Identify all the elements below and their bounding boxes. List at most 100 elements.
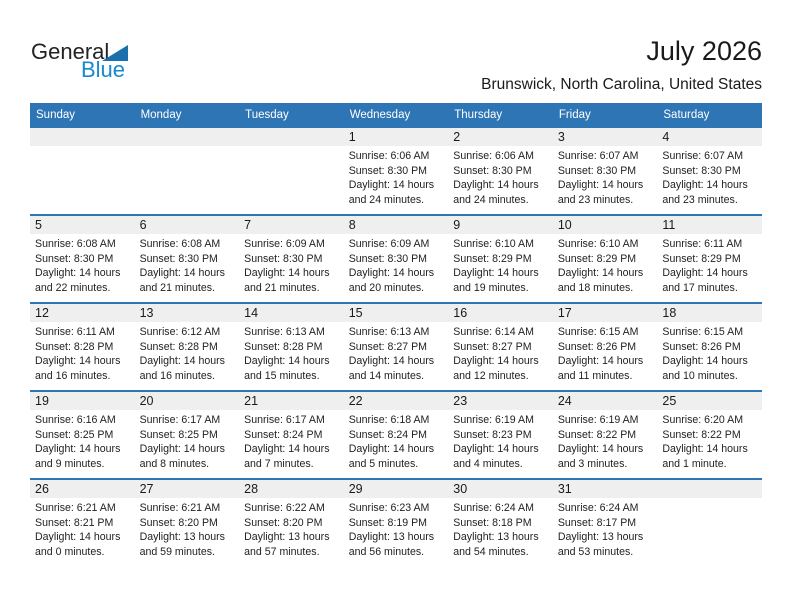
daylight-line: Daylight: 14 hours and 23 minutes. — [662, 179, 748, 206]
day-cell: Sunrise: 6:08 AM Sunset: 8:30 PM Daylight:… — [30, 234, 135, 295]
day-number: 25 — [662, 394, 677, 408]
sunset-line: Sunset: 8:25 PM — [35, 428, 114, 441]
sunrise-line: Sunrise: 6:08 AM — [139, 238, 221, 250]
sunset-line: Sunset: 8:30 PM — [35, 252, 114, 265]
sunset-line: Sunset: 8:19 PM — [348, 516, 428, 529]
sunset-line: Sunset: 8:26 PM — [557, 340, 637, 353]
daylight-line: Daylight: 14 hours and 16 minutes. — [35, 355, 121, 382]
sunset-line: Sunset: 8:30 PM — [244, 252, 323, 265]
weekday-label: Wednesday — [349, 108, 411, 121]
sunrise-line: Sunrise: 6:20 AM — [662, 414, 744, 426]
weekday-label: Monday — [140, 108, 182, 121]
daylight-line: Daylight: 14 hours and 9 minutes. — [35, 443, 121, 470]
sunrise-line: Sunrise: 6:08 AM — [35, 238, 116, 250]
daylight-line: Daylight: 14 hours and 21 minutes. — [244, 267, 330, 294]
day-number — [30, 128, 135, 146]
daylight-line: Daylight: 14 hours and 1 minute. — [662, 443, 748, 470]
day-cell: Sunrise: 6:24 AM Sunset: 8:18 PM Daylight:… — [448, 498, 553, 559]
day-cell: Sunrise: 6:16 AM Sunset: 8:25 PM Daylight:… — [30, 410, 135, 471]
day-number: 23 — [453, 394, 468, 408]
daylight-line: Daylight: 14 hours and 18 minutes. — [557, 267, 644, 294]
sunset-line: Sunset: 8:30 PM — [139, 252, 218, 265]
week-row: 26 27 28 29 30 31 Sunrise: 6:21 AM Sunset: 8:21… — [30, 478, 762, 566]
sunrise-line: Sunrise: 6:10 AM — [557, 238, 639, 250]
daylight-line: Daylight: 13 hours and 59 minutes. — [139, 531, 225, 558]
sunset-line: Sunset: 8:20 PM — [244, 516, 323, 529]
day-cell: Sunrise: 6:14 AM Sunset: 8:27 PM Daylight:… — [448, 322, 553, 383]
day-number: 16 — [453, 306, 468, 320]
day-cell: Sunrise: 6:15 AM Sunset: 8:26 PM Daylight:… — [553, 322, 658, 383]
day-number: 27 — [139, 482, 154, 496]
sunrise-line: Sunrise: 6:06 AM — [453, 150, 534, 162]
sunrise-line: Sunrise: 6:21 AM — [35, 502, 116, 514]
day-number: 9 — [453, 218, 461, 232]
day-number: 1 — [348, 130, 356, 144]
weekday-label: Saturday — [663, 108, 710, 121]
sunset-line: Sunset: 8:28 PM — [35, 340, 114, 353]
sunset-line: Sunset: 8:24 PM — [244, 428, 323, 441]
sunrise-line: Sunrise: 6:17 AM — [139, 414, 221, 426]
day-number: 28 — [244, 482, 259, 496]
sunrise-line: Sunrise: 6:11 AM — [35, 326, 115, 338]
day-number: 15 — [348, 306, 363, 320]
day-number: 30 — [453, 482, 468, 496]
general-blue-logo: General Blue — [31, 41, 141, 82]
weekday-row: Sunday Monday Tuesday Wednesday Thursday Frid… — [30, 103, 762, 126]
day-number: 7 — [244, 218, 252, 232]
sunset-line: Sunset: 8:28 PM — [139, 340, 218, 353]
day-cell: Sunrise: 6:23 AM Sunset: 8:19 PM Daylight:… — [344, 498, 449, 559]
sunset-line: Sunset: 8:27 PM — [348, 340, 428, 353]
sunset-line: Sunset: 8:23 PM — [453, 428, 532, 441]
day-number: 10 — [557, 218, 572, 232]
daylight-line: Daylight: 14 hours and 22 minutes. — [35, 267, 121, 294]
sunset-line: Sunset: 8:18 PM — [453, 516, 532, 529]
sunset-line: Sunset: 8:30 PM — [348, 164, 428, 177]
day-cell: Sunrise: 6:18 AM Sunset: 8:24 PM Daylight:… — [344, 410, 449, 471]
day-cell: Sunrise: 6:10 AM Sunset: 8:29 PM Daylight:… — [553, 234, 658, 295]
daylight-line: Daylight: 13 hours and 53 minutes. — [557, 531, 644, 558]
day-number: 24 — [557, 394, 572, 408]
sunrise-line: Sunrise: 6:10 AM — [453, 238, 534, 250]
week-row: 5 6 7 8 9 10 11 Sunrise: 6:08 AM Sunset: 8:30 PM… — [30, 214, 762, 302]
day-number: 3 — [557, 130, 565, 144]
daylight-line: Daylight: 14 hours and 14 minutes. — [348, 355, 435, 382]
logo-text-blue: Blue — [81, 57, 126, 82]
page-title: July 2026 — [646, 36, 762, 66]
day-number: 6 — [139, 218, 147, 232]
day-number: 4 — [662, 130, 670, 144]
day-number: 11 — [662, 218, 676, 232]
day-cell: Sunrise: 6:19 AM Sunset: 8:22 PM Daylight:… — [553, 410, 658, 471]
sunset-line: Sunset: 8:25 PM — [139, 428, 218, 441]
daylight-line: Daylight: 14 hours and 21 minutes. — [139, 267, 225, 294]
sunrise-line: Sunrise: 6:15 AM — [557, 326, 639, 338]
day-number: 21 — [244, 394, 259, 408]
day-number: 26 — [35, 482, 49, 496]
daylight-line: Daylight: 14 hours and 5 minutes. — [348, 443, 435, 470]
daylight-line: Daylight: 14 hours and 24 minutes. — [453, 179, 539, 206]
daylight-line: Daylight: 14 hours and 16 minutes. — [139, 355, 225, 382]
day-cell: Sunrise: 6:17 AM Sunset: 8:24 PM Daylight:… — [239, 410, 344, 471]
sunrise-line: Sunrise: 6:13 AM — [348, 326, 430, 338]
day-number: 19 — [35, 394, 49, 408]
daylight-line: Daylight: 14 hours and 8 minutes. — [139, 443, 225, 470]
sunset-line: Sunset: 8:24 PM — [348, 428, 428, 441]
sunset-line: Sunset: 8:30 PM — [348, 252, 428, 265]
sunrise-line: Sunrise: 6:22 AM — [244, 502, 325, 514]
day-number: 12 — [35, 306, 49, 320]
day-number: 8 — [348, 218, 356, 232]
day-cell — [239, 146, 344, 207]
sunrise-line: Sunrise: 6:14 AM — [453, 326, 534, 338]
daylight-line: Daylight: 14 hours and 7 minutes. — [244, 443, 330, 470]
sunset-line: Sunset: 8:20 PM — [139, 516, 218, 529]
daylight-line: Daylight: 14 hours and 4 minutes. — [453, 443, 539, 470]
sunset-line: Sunset: 8:22 PM — [557, 428, 637, 441]
day-details-row: Sunrise: 6:06 AM Sunset: 8:30 PM Daylight:… — [30, 146, 762, 207]
day-cell: Sunrise: 6:06 AM Sunset: 8:30 PM Daylight:… — [344, 146, 449, 207]
sunrise-line: Sunrise: 6:24 AM — [557, 502, 639, 514]
sunrise-line: Sunrise: 6:15 AM — [662, 326, 744, 338]
sunrise-line: Sunrise: 6:07 AM — [557, 150, 639, 162]
day-cell: Sunrise: 6:19 AM Sunset: 8:23 PM Daylight:… — [448, 410, 553, 471]
day-cell: Sunrise: 6:09 AM Sunset: 8:30 PM Daylight:… — [344, 234, 449, 295]
week-row: 19 20 21 22 23 24 25 Sunrise: 6:16 AM Sunset: 8:… — [30, 390, 762, 478]
